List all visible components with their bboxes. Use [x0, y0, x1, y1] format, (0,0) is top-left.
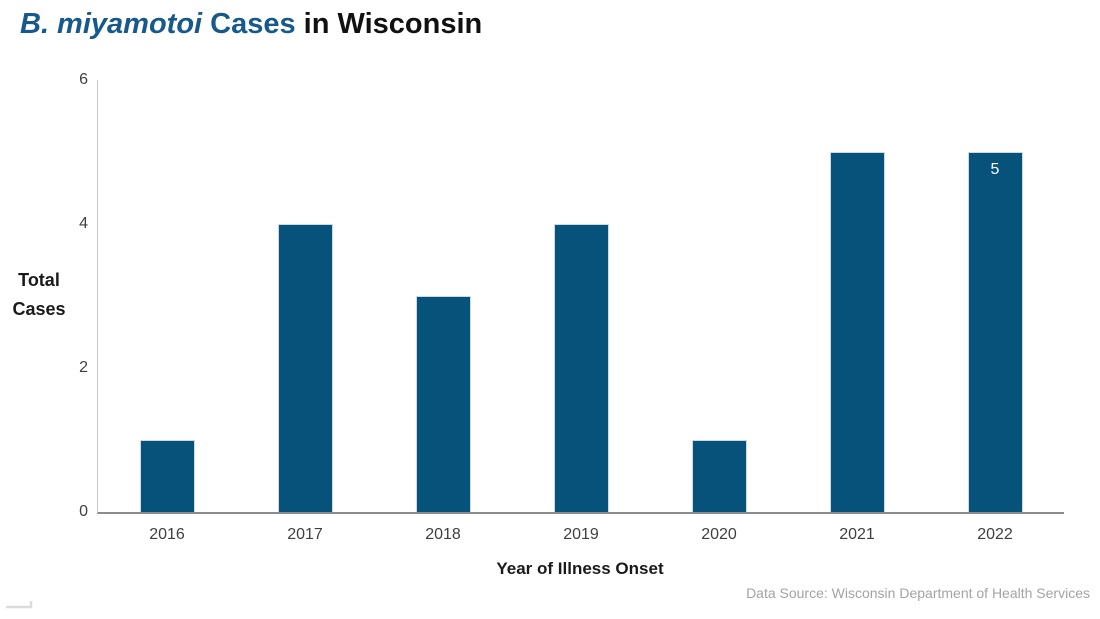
corner-artifact-mark — [6, 601, 33, 609]
bars-row: 5 — [98, 80, 1064, 512]
bar-2021 — [829, 152, 885, 512]
bar-cell-2022: 5 — [926, 80, 1064, 512]
chart-title-region: in Wisconsin — [303, 8, 483, 40]
bar-cell-2019 — [512, 80, 650, 512]
chart-title-species: B. miyamotoi — [20, 8, 211, 40]
x-axis-category-label-2022: 2022 — [977, 526, 1013, 543]
x-axis-category-label-2016: 2016 — [149, 526, 185, 543]
x-axis-category-label-2017: 2017 — [287, 526, 323, 543]
bar-cell-2020 — [650, 80, 788, 512]
plot-area: 0 2 4 6 5 2016 2017 2018 2019 2020 2021 2022 — [79, 72, 1064, 543]
bar-2017 — [277, 224, 333, 512]
y-tick-label-6: 6 — [79, 71, 88, 88]
chart-title-cases: Cases — [210, 8, 304, 40]
bar-cell-2016 — [98, 80, 236, 512]
bar-cell-2021 — [788, 80, 926, 512]
y-tick-label-4: 4 — [79, 214, 88, 232]
y-tick-label-0: 0 — [79, 503, 88, 520]
x-axis-labels: 2016 2017 2018 2019 2020 2021 2022 — [98, 526, 1064, 544]
bar-2019 — [553, 224, 609, 512]
bar-cell-2017 — [236, 80, 374, 512]
bar-cell-2018 — [374, 80, 512, 512]
bar-2018 — [415, 296, 471, 512]
x-axis-category-label-2018: 2018 — [425, 526, 461, 543]
x-axis-category-label-2021: 2021 — [839, 526, 875, 543]
x-axis-title: Year of Illness Onset — [496, 559, 664, 578]
data-source-note: Data Source: Wisconsin Department of Hea… — [746, 585, 1090, 601]
y-axis-title: Total Cases — [12, 270, 66, 319]
y-tick-label-2: 2 — [79, 358, 88, 376]
chart-title: B. miyamotoi Cases in Wisconsin — [20, 8, 482, 41]
x-axis-category-label-2019: 2019 — [563, 526, 599, 543]
bar-value-label-2022: 5 — [990, 161, 1000, 178]
bar-2020 — [691, 440, 747, 512]
x-axis-category-label-2020: 2020 — [701, 526, 737, 543]
bar-2016 — [139, 440, 195, 512]
bar-2022: 5 — [967, 152, 1023, 512]
